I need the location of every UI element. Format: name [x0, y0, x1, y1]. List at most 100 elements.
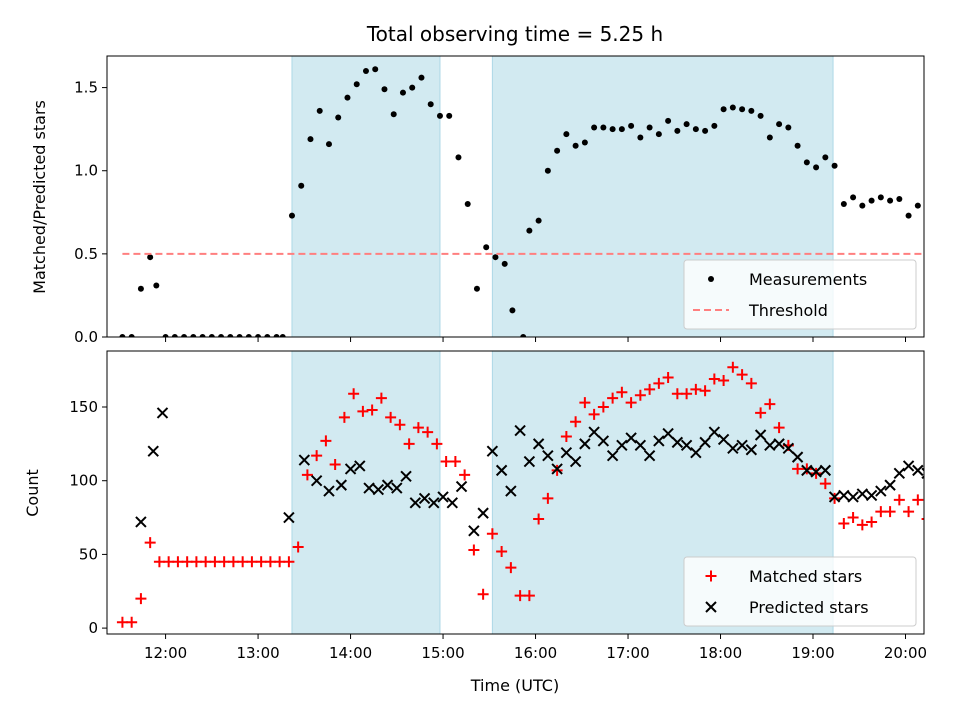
matched-star-point [755, 407, 767, 419]
measurement-point [399, 89, 406, 96]
matched-star-point [699, 385, 711, 397]
measurement-point [279, 334, 286, 337]
matched-star-point [893, 494, 905, 506]
x-tick-label: 12:00 [144, 644, 187, 662]
matched-star-point [172, 556, 184, 568]
matched-star-point [301, 469, 313, 481]
matched-star-point [209, 556, 221, 568]
predicted-star-point [754, 429, 767, 441]
measurement-point [674, 127, 681, 134]
measurement-point [822, 154, 829, 161]
measurement-point [840, 200, 847, 207]
matched-star-point [190, 556, 202, 568]
matched-star-point [227, 556, 239, 568]
predicted-star-point [902, 460, 915, 472]
measurement-point [535, 217, 542, 224]
predicted-star-point [828, 491, 841, 503]
measurement-point [739, 106, 746, 113]
matched-star-point [551, 464, 563, 476]
legend-predicted-swatch [705, 601, 717, 613]
y-tick-label: 0.5 [74, 245, 98, 263]
matched-star-point [292, 541, 304, 553]
predicted-star-point [764, 439, 776, 452]
predicted-star-point [671, 436, 684, 449]
measurement-point [766, 134, 773, 141]
measurement-point [362, 67, 369, 74]
predicted-star-point [680, 439, 693, 452]
x-tick-label: 15:00 [421, 644, 464, 662]
legend-label: Predicted stars [749, 598, 869, 617]
predicted-star-point [579, 438, 591, 450]
matched-star-point [727, 361, 739, 373]
predicted-star-point [616, 439, 628, 452]
measurement-point [720, 106, 727, 113]
matched-star-point [588, 408, 600, 420]
matched-star-point [274, 556, 286, 568]
measurement-point [628, 122, 635, 129]
matched-star-point [607, 392, 619, 404]
measurement-point [307, 136, 314, 143]
measurement-point [288, 212, 295, 219]
matched-star-point [385, 411, 397, 423]
measurement-point [509, 307, 516, 314]
predicted-star-point [298, 454, 311, 466]
x-tick-label: 17:00 [606, 644, 649, 662]
predicted-star-point [468, 525, 480, 537]
matched-star-point [329, 458, 341, 470]
predicted-star-point [865, 489, 878, 502]
matched-star-point [912, 494, 924, 506]
matched-star-point [533, 513, 545, 525]
measurement-point [702, 127, 709, 134]
measurement-point [896, 195, 903, 202]
measurement-point [147, 254, 154, 261]
predicted-star-point [588, 426, 600, 438]
measurement-point [692, 126, 699, 133]
predicted-star-point [931, 473, 941, 483]
matched-star-point [616, 386, 628, 398]
matched-star-point [931, 506, 942, 517]
predicted-star-point [569, 455, 582, 468]
predicted-star-point [875, 485, 887, 497]
measurement-point [776, 121, 783, 128]
matched-star-point [403, 438, 415, 450]
x-tick-label: 14:00 [329, 644, 372, 662]
measurement-point [372, 66, 379, 73]
measurement-point [887, 197, 894, 204]
measurement-point [298, 182, 305, 189]
predicted-star-point [335, 479, 348, 491]
matched-star-point [144, 537, 156, 549]
predicted-star-point [372, 483, 385, 496]
matched-star-point [163, 556, 175, 568]
measurement-point [137, 285, 144, 292]
predicted-star-point [437, 491, 449, 503]
matched-star-point [440, 456, 452, 468]
predicted-star-point [782, 442, 795, 454]
matched-star-point [838, 517, 850, 529]
predicted-star-point [381, 479, 394, 491]
predicted-star-point [856, 488, 869, 500]
measurement-point [436, 112, 443, 119]
legend: Measurements Threshold [683, 259, 917, 330]
predicted-star-point [418, 492, 431, 505]
matched-star-point [644, 383, 656, 395]
predicted-star-point [912, 464, 924, 477]
matched-star-point [320, 435, 332, 447]
measurement-point [572, 142, 579, 149]
measurement-point [245, 334, 252, 337]
predicted-star-point [283, 511, 295, 524]
predicted-star-point [662, 427, 674, 440]
predicted-star-point [532, 438, 545, 450]
matched-star-point [847, 512, 859, 524]
predicted-star-point [625, 432, 637, 444]
predicted-star-point [147, 445, 159, 457]
axes-frame [106, 55, 925, 338]
measurement-point [218, 334, 225, 337]
predicted-star-point [428, 497, 440, 509]
predicted-star-point [884, 479, 896, 491]
chart-title: Total observing time = 5.25 h [366, 22, 663, 46]
y-tick-label: 150 [69, 398, 98, 416]
measurement-point [492, 254, 499, 261]
predicted-star-point [941, 486, 951, 496]
matched-star-point [366, 404, 378, 416]
measurement-point [914, 202, 921, 209]
